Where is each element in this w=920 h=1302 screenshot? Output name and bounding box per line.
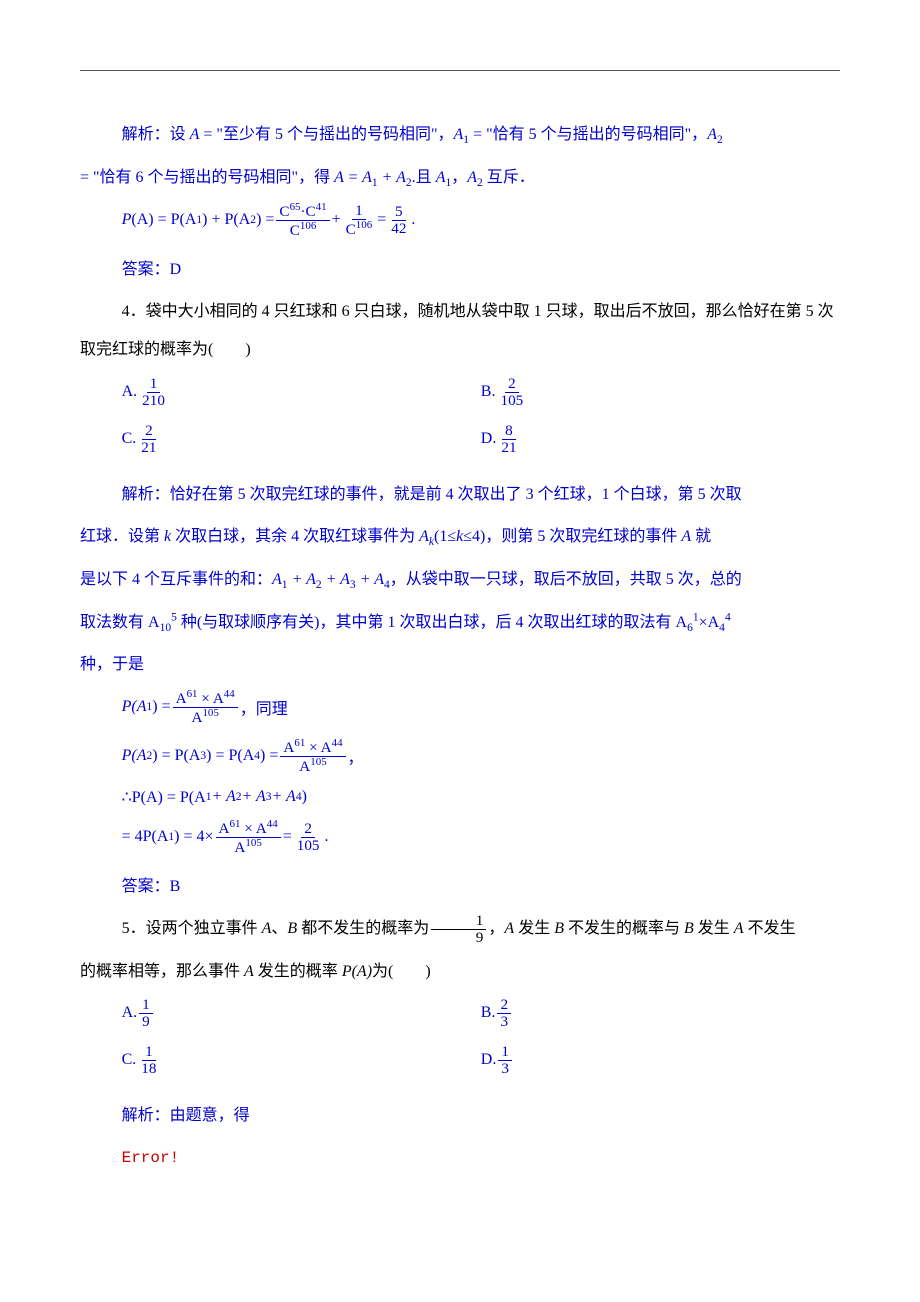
question-5-l2: 的概率相等，那么事件 A 发生的概率 P(A)为( ): [80, 953, 840, 991]
answer-4: 答案：B: [80, 868, 840, 906]
question-4: 4．袋中大小相同的 4 只红球和 6 只白球，随机地从袋中取 1 只球，取出后不…: [80, 293, 840, 370]
equation-PA: P(A) = P(A1) + P(A2) = C65·C41C106 + 1C1…: [122, 202, 840, 239]
explanation-5: 解析：由题意，得: [80, 1097, 840, 1135]
expl4-l3: 是以下 4 个互斥事件的和：A1 + A2 + A3 + A4，从袋中取一只球，…: [80, 561, 840, 600]
explanation-3-line1: 解析：设 A = "至少有 5 个与摇出的号码相同"，A1 = "恰有 5 个与…: [80, 116, 840, 155]
explanation-3-line2: = "恰有 6 个与摇出的号码相同"，得 A = A1 + A2.且 A1，A2…: [80, 159, 840, 198]
q4-option-c: C.221: [122, 423, 481, 456]
eq4b: P(A2) = P(A3) = P(A4) = A61 × A44A105 ，: [122, 738, 840, 775]
expl-text: 解析：设 A = "至少有 5 个与摇出的号码相同"，A1 = "恰有 5 个与…: [122, 126, 723, 143]
answer-3: 答案：D: [80, 251, 840, 289]
q5-options: A.19 B.23 C.118 D.13: [122, 997, 840, 1091]
expl4-l5: 种，于是: [80, 646, 840, 684]
q5-option-a: A.19: [122, 997, 481, 1030]
eq4a: P(A1) = A61 × A44A105 ，同理: [122, 689, 840, 726]
q5-option-d: D.13: [481, 1044, 840, 1077]
q4-option-d: D.821: [481, 423, 840, 456]
page-top-rule: [80, 70, 840, 71]
expl4-l1: 解析：恰好在第 5 次取完红球的事件，就是前 4 次取出了 3 个红球，1 个白…: [80, 476, 840, 514]
error-text: Error!: [80, 1139, 840, 1177]
question-5-l1: 5．设两个独立事件 A、B 都不发生的概率为19，A 发生 B 不发生的概率与 …: [80, 910, 840, 948]
q4-option-b: B.2105: [481, 376, 840, 409]
q4-option-a: A.1210: [122, 376, 481, 409]
q5-option-b: B.23: [481, 997, 840, 1030]
eq4c: ∴P(A) = P(A1 + A2 + A3 + A4): [122, 787, 840, 807]
expl-text: = "恰有 6 个与摇出的号码相同"，得 A = A1 + A2.且 A1，A2…: [80, 169, 535, 186]
q5-option-c: C.118: [122, 1044, 481, 1077]
eq4d: = 4P(A1) = 4× A61 × A44A105 = 2105.: [122, 819, 840, 856]
q4-options: A.1210 B.2105 C.221 D.821: [122, 376, 840, 470]
expl4-l2: 红球．设第 k 次取白球，其余 4 次取红球事件为 Ak(1≤k≤4)，则第 5…: [80, 518, 840, 557]
expl4-l4: 取法数有 A105 种(与取球顺序有关)，其中第 1 次取出白球，后 4 次取出…: [80, 604, 840, 643]
